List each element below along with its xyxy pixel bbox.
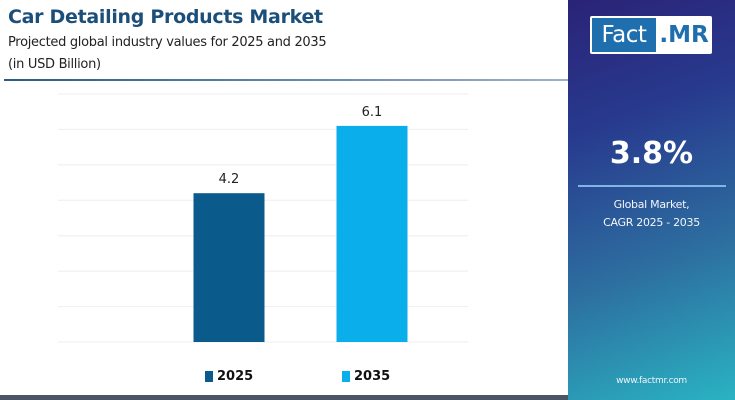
logo-mr-text: .MR (659, 22, 709, 48)
bar-chart: 4.2 6.1 (58, 93, 468, 343)
bottom-divider (0, 395, 568, 400)
cagr-divider (578, 185, 726, 187)
chart-title: Car Detailing Products Market (8, 6, 323, 28)
legend-swatch-2025 (205, 371, 213, 382)
logo-fact-text: Fact (592, 18, 656, 52)
data-label-2035: 6.1 (362, 105, 383, 120)
legend-item-2025: 2025 (205, 369, 253, 384)
website-link[interactable]: www.factmr.com (616, 376, 687, 386)
legend-swatch-2035 (342, 371, 350, 382)
chart-area: Car Detailing Products Market Projected … (0, 6, 568, 400)
bar-2035 (336, 125, 408, 342)
chart-subtitle: Projected global industry values for 202… (8, 35, 327, 50)
factmr-logo: Fact .MR (590, 16, 712, 54)
header-divider (4, 79, 568, 81)
legend-label-2025: 2025 (217, 369, 254, 384)
chart-unit: (in USD Billion) (8, 57, 101, 72)
cagr-label-line2: CAGR 2025 - 2035 (603, 216, 700, 229)
data-label-2025: 4.2 (219, 172, 240, 187)
legend-item-2035: 2035 (342, 369, 390, 384)
cagr-label: Global Market, CAGR 2025 - 2035 (568, 196, 735, 232)
cagr-value: 3.8% (609, 136, 694, 171)
bar-2025 (193, 193, 265, 342)
side-panel: Fact .MR 3.8% Global Market, CAGR 2025 -… (568, 0, 735, 400)
cagr-label-line1: Global Market, (613, 198, 690, 211)
legend-label-2035: 2035 (354, 369, 391, 384)
